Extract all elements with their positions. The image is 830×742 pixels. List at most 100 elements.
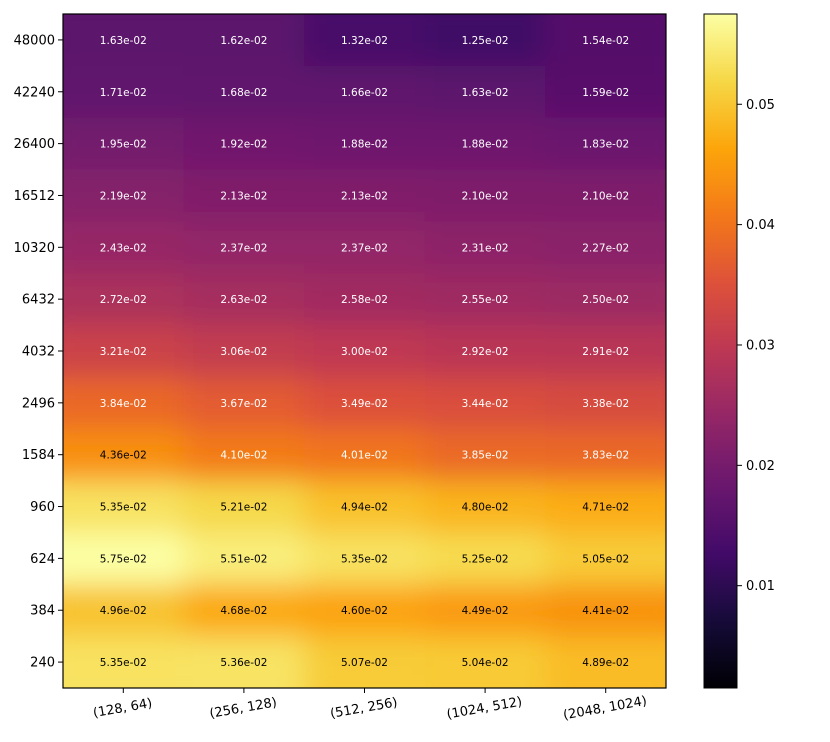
cell-value-label: 5.05e-02: [582, 553, 629, 565]
y-tick-label: 16512: [14, 189, 55, 204]
y-tick-label: 4032: [22, 345, 55, 360]
cell-value-label: 2.55e-02: [462, 294, 509, 306]
heatmap-cell: [424, 584, 547, 638]
heatmap-cell: [304, 428, 426, 482]
y-axis: 48000 42240 26400 16512 10320 6432 4032 2496 158…: [14, 33, 63, 671]
heatmap-cell: [545, 273, 666, 327]
heatmap-cell: [63, 532, 185, 586]
cell-value-label: 2.91e-02: [582, 346, 629, 358]
heatmap-cell: [545, 65, 666, 119]
cell-value-label: 1.95e-02: [100, 139, 147, 151]
cell-value-label: 2.10e-02: [582, 190, 629, 202]
colorbar-axis: 0.01 0.02 0.03 0.04 0.05: [737, 98, 775, 594]
heatmap-cell: [545, 480, 666, 534]
heatmap-cell: [183, 221, 306, 275]
heatmap-cell: [545, 532, 666, 586]
cell-value-label: 3.44e-02: [462, 398, 509, 410]
cell-value-label: 4.71e-02: [582, 502, 629, 514]
colorbar-tick-label: 0.02: [746, 459, 775, 474]
cell-value-label: 2.27e-02: [582, 242, 629, 254]
heatmap-cell: [304, 584, 426, 638]
heatmap-cells: [63, 14, 666, 688]
heatmap-cell: [63, 428, 185, 482]
heatmap-cell: [545, 117, 666, 171]
cell-value-label: 1.88e-02: [462, 139, 509, 151]
heatmap-cell: [304, 221, 426, 275]
cell-value-label: 5.25e-02: [462, 553, 509, 565]
heatmap-cell: [545, 221, 666, 275]
cell-value-label: 5.51e-02: [220, 553, 267, 565]
y-tick-label: 6432: [22, 293, 55, 308]
x-tick-label: (256, 128): [208, 695, 278, 722]
cell-value-label: 3.06e-02: [220, 346, 267, 358]
heatmap-cell: [424, 14, 547, 67]
cell-value-label: 2.50e-02: [582, 294, 629, 306]
heatmap-cell: [183, 325, 306, 378]
cell-value-label: 5.07e-02: [341, 657, 388, 669]
cell-value-label: 4.96e-02: [100, 605, 147, 617]
cell-value-label: 1.63e-02: [462, 87, 509, 99]
colorbar-tick-label: 0.01: [746, 579, 775, 594]
cell-value-label: 2.37e-02: [341, 242, 388, 254]
heatmap-cell: [183, 117, 306, 171]
cell-value-label: 1.59e-02: [582, 87, 629, 99]
heatmap-cell: [424, 117, 547, 171]
heatmap-cell: [424, 325, 547, 378]
cell-value-label: 5.35e-02: [100, 502, 147, 514]
heatmap-cell: [424, 376, 547, 430]
y-tick-label: 240: [30, 656, 55, 671]
cell-value-label: 4.80e-02: [462, 502, 509, 514]
heatmap-cell: [545, 376, 666, 430]
heatmap-cell: [304, 325, 426, 378]
heatmap-cell: [545, 584, 666, 638]
cell-value-label: 1.54e-02: [582, 35, 629, 47]
cell-value-label: 1.63e-02: [100, 35, 147, 47]
cell-value-label: 2.10e-02: [462, 190, 509, 202]
heatmap-cell: [424, 169, 547, 223]
y-tick-label: 1584: [22, 448, 55, 463]
colorbar-tick-label: 0.04: [746, 218, 775, 233]
y-tick-label: 42240: [14, 85, 55, 100]
cell-value-label: 1.88e-02: [341, 139, 388, 151]
x-tick-label: (128, 64): [92, 696, 153, 721]
heatmap-cell: [424, 532, 547, 586]
heatmap-cell: [63, 65, 185, 119]
cell-value-label: 5.35e-02: [100, 657, 147, 669]
cell-value-label: 4.01e-02: [341, 450, 388, 462]
cell-value-label: 5.04e-02: [462, 657, 509, 669]
heatmap-cell: [545, 325, 666, 378]
heatmap-cell: [304, 14, 426, 67]
cell-value-label: 2.43e-02: [100, 242, 147, 254]
cell-value-label: 2.58e-02: [341, 294, 388, 306]
cell-value-label: 1.62e-02: [220, 35, 267, 47]
cell-value-label: 1.68e-02: [220, 87, 267, 99]
x-tick-label: (1024, 512): [446, 695, 524, 723]
heatmap-cell: [63, 273, 185, 327]
cell-value-label: 2.13e-02: [341, 190, 388, 202]
heatmap-cell: [63, 169, 185, 223]
cell-value-label: 2.37e-02: [220, 242, 267, 254]
heatmap-cell: [304, 117, 426, 171]
heatmap-cell: [304, 169, 426, 223]
heatmap-cell: [545, 14, 666, 67]
cell-value-label: 1.66e-02: [341, 87, 388, 99]
y-tick-label: 624: [30, 552, 55, 567]
cell-value-label: 3.85e-02: [462, 450, 509, 462]
cell-value-label: 1.25e-02: [462, 35, 509, 47]
cell-value-label: 1.92e-02: [220, 139, 267, 151]
cell-value-label: 1.32e-02: [341, 35, 388, 47]
heatmap-cell: [183, 65, 306, 119]
x-tick-label: (2048, 1024): [562, 694, 648, 723]
heatmap-cell: [424, 221, 547, 275]
cell-value-label: 3.83e-02: [582, 450, 629, 462]
heatmap-cell: [545, 428, 666, 482]
heatmap-cell: [424, 480, 547, 534]
heatmap-cell: [63, 636, 185, 688]
heatmap-cell: [424, 636, 547, 688]
y-tick-label: 48000: [14, 33, 55, 48]
cell-value-label: 2.19e-02: [100, 190, 147, 202]
cell-value-label: 5.21e-02: [220, 502, 267, 514]
heatmap-cell: [63, 376, 185, 430]
